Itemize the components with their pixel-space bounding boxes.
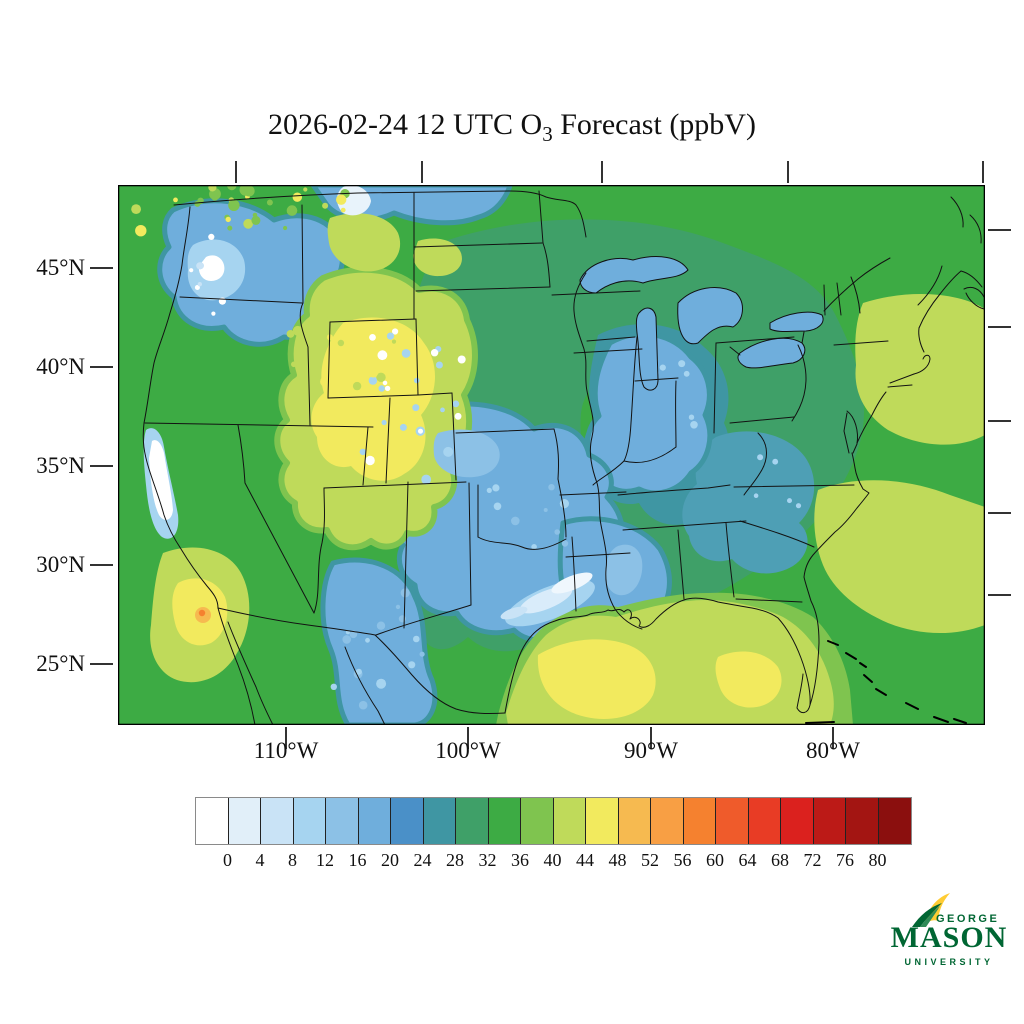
lon-tick-label: 100°W: [435, 738, 501, 763]
colorbar-cell: [456, 798, 489, 844]
colorbar-tick-label: 0: [223, 850, 232, 870]
title-prefix: 2026-02-24 12 UTC O: [268, 108, 543, 141]
colorbar-tick-label: 56: [673, 850, 692, 870]
map-frame: [118, 185, 985, 725]
axis-tick: [467, 727, 469, 749]
title-subscript: 3: [542, 122, 553, 146]
axis-tick: [988, 420, 1011, 422]
forecast-map: [118, 185, 985, 725]
colorbar-cell: [553, 798, 586, 844]
colorbar-cell: [813, 798, 846, 844]
colorbar-cell: [196, 798, 229, 844]
colorbar-tick-label: 44: [576, 850, 594, 870]
lat-tick-label: 30°N: [36, 552, 85, 577]
colorbar-tick-label: 80: [868, 850, 887, 870]
colorbar-cell: [228, 798, 261, 844]
lat-tick-label: 40°N: [36, 354, 85, 379]
axis-tick: [90, 663, 113, 665]
colorbar-tick-label: 8: [288, 850, 297, 870]
colorbar-tick-label: 48: [608, 850, 627, 870]
colorbar-tick-label: 60: [706, 850, 724, 870]
colorbar-tick-label: 24: [413, 850, 432, 870]
lon-tick-label: 90°W: [624, 738, 678, 763]
gmu-logo-mason: MASON: [890, 921, 1008, 954]
contour-speckles: [131, 185, 802, 710]
great-lakes: [579, 256, 824, 391]
colorbar-cell: [618, 798, 651, 844]
colorbar-cell: [358, 798, 391, 844]
colorbar-cell: [488, 798, 521, 844]
axis-tick: [421, 161, 423, 183]
colorbar-cell: [716, 798, 749, 844]
axis-tick: [787, 161, 789, 183]
colorbar-cell: [521, 798, 554, 844]
axis-tick: [90, 465, 113, 467]
colorbar-tick-label: 76: [836, 850, 854, 870]
colorbar-cell: [781, 798, 814, 844]
axis-tick: [988, 594, 1011, 596]
gmu-logo: GEORGE MASON UNIVERSITY: [886, 893, 1014, 981]
lon-tick-label: 110°W: [253, 738, 319, 763]
colorbar-cell: [326, 798, 359, 844]
gmu-logo-university: UNIVERSITY: [904, 957, 994, 967]
axis-tick: [988, 512, 1011, 514]
lat-tick-label: 25°N: [36, 651, 85, 676]
colorbar-tick-label: 72: [803, 850, 822, 870]
gmu-flame-icon: [912, 893, 950, 927]
colorbar-cell: [651, 798, 684, 844]
colorbar-cell: [391, 798, 424, 844]
axis-tick: [982, 161, 984, 183]
coastlines-and-state-borders: [142, 190, 985, 725]
axis-tick: [90, 267, 113, 269]
axis-tick: [601, 161, 603, 183]
title-suffix: Forecast (ppbV): [552, 108, 756, 141]
colorbar-tick-label: 52: [641, 850, 659, 870]
colorbar-cell: [586, 798, 619, 844]
axis-tick: [832, 727, 834, 749]
colorbar-tick-label: 68: [771, 850, 789, 870]
colorbar-cell: [683, 798, 716, 844]
axis-tick: [650, 727, 652, 749]
contour-field: [118, 185, 985, 725]
lat-tick-label: 35°N: [36, 453, 85, 478]
colorbar-tick-label: 20: [381, 850, 399, 870]
axis-tick: [235, 161, 237, 183]
axis-tick: [988, 229, 1011, 231]
lat-tick-label: 45°N: [36, 255, 85, 280]
colorbar-tick-label: 16: [348, 850, 367, 870]
colorbar-tick-label: 40: [543, 850, 562, 870]
colorbar-tick-label: 12: [316, 850, 334, 870]
gmu-logo-george: GEORGE: [936, 913, 1000, 925]
colorbar-cell: [293, 798, 326, 844]
colorbar-tick-label: 28: [446, 850, 464, 870]
axis-tick: [90, 564, 113, 566]
figure-title: 2026-02-24 12 UTC O3 Forecast (ppbV): [0, 108, 1024, 147]
colorbar-tick-label: 4: [255, 850, 265, 870]
colorbar-tick-label: 36: [511, 850, 529, 870]
colorbar-tick-label: 64: [738, 850, 757, 870]
colorbar-cell: [878, 798, 911, 844]
axis-tick: [285, 727, 287, 749]
colorbar: [195, 797, 912, 845]
colorbar-cell: [846, 798, 879, 844]
colorbar-cell: [748, 798, 781, 844]
axis-tick: [90, 366, 113, 368]
lon-tick-label: 80°W: [806, 738, 860, 763]
colorbar-tick-label: 32: [478, 850, 497, 870]
colorbar-cell: [423, 798, 456, 844]
colorbar-cell: [261, 798, 294, 844]
axis-tick: [988, 326, 1011, 328]
